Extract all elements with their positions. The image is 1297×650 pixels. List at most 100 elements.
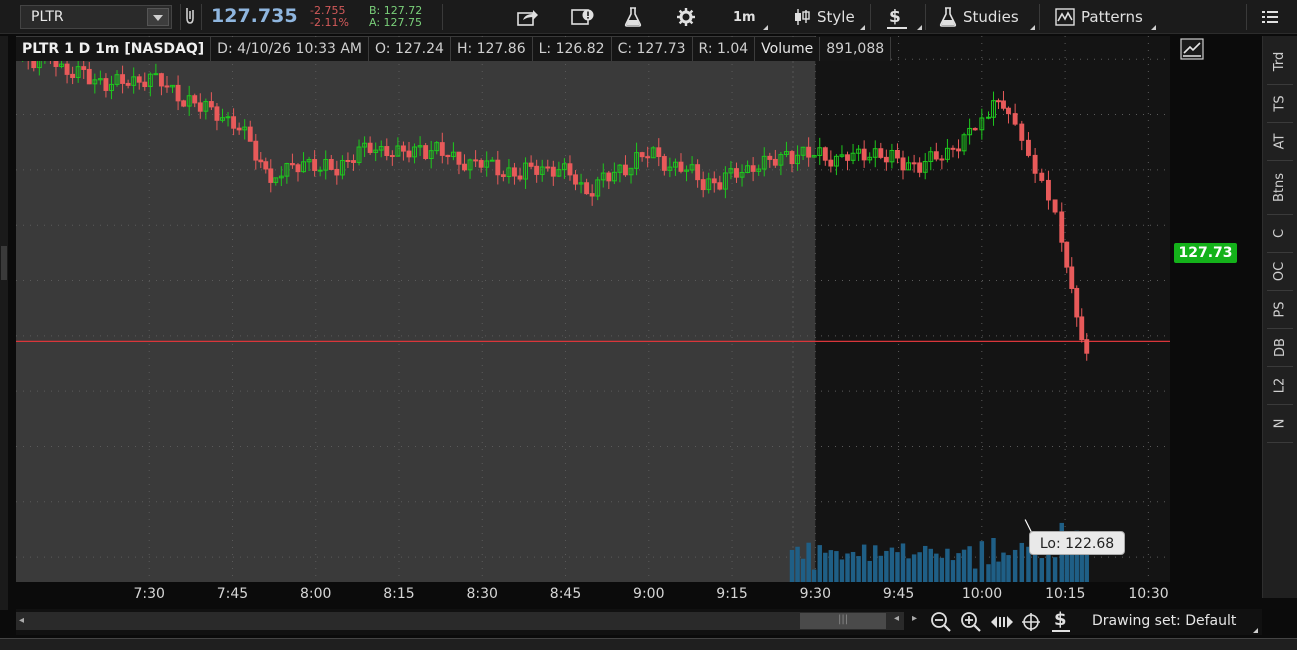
link-icon[interactable] — [184, 7, 196, 27]
candle-down — [711, 178, 717, 184]
time-tick-label: 8:45 — [549, 586, 582, 602]
candle-up — [378, 146, 384, 151]
studies-button[interactable]: Studies — [939, 4, 1019, 30]
candle-down — [81, 66, 87, 70]
symbol-input[interactable]: PLTR — [20, 5, 172, 29]
candle-down — [550, 166, 556, 177]
right-panel-tab-btns[interactable]: Btns — [1263, 164, 1297, 210]
right-panel-tab-label: AT — [1272, 133, 1288, 149]
bar-open: O: 127.24 — [369, 37, 451, 61]
volume-bar — [1074, 530, 1079, 582]
candle-down — [456, 151, 462, 165]
volume-bar — [922, 545, 928, 582]
share-button[interactable] — [517, 4, 539, 30]
drawing-set-corner-icon — [1253, 628, 1258, 633]
candle-down — [208, 101, 214, 108]
patterns-button[interactable]: Patterns — [1055, 4, 1143, 30]
candle-down — [895, 149, 900, 159]
candle-down — [1026, 139, 1031, 156]
right-panel-tab-oc[interactable]: OC — [1263, 256, 1297, 286]
candle-down — [661, 156, 667, 171]
right-panel-tab-l2[interactable]: L2 — [1263, 370, 1297, 400]
candle-down — [53, 59, 59, 67]
volume-bar — [795, 546, 800, 582]
zoom-out-icon[interactable] — [930, 611, 952, 633]
candle-down — [772, 158, 778, 166]
right-panel-tab-db[interactable]: DB — [1263, 332, 1297, 362]
left-collapse-handle[interactable] — [1, 246, 7, 280]
candle-down — [972, 127, 978, 131]
volume-bar — [850, 551, 856, 582]
volume-bar — [1046, 533, 1051, 582]
candle-down — [1059, 211, 1065, 243]
candle-down — [606, 172, 612, 182]
candle-down — [1006, 107, 1011, 115]
right-panel-tab-label: N — [1272, 418, 1288, 428]
dollar-underline — [1052, 630, 1070, 632]
menu-button[interactable] — [1262, 4, 1278, 30]
candle-down — [950, 147, 956, 150]
right-panel-tab-label: DB — [1272, 337, 1288, 357]
toolbar-separator — [442, 4, 443, 30]
alert-button[interactable] — [571, 4, 595, 30]
candle-up — [689, 164, 695, 171]
candle-down — [263, 161, 269, 170]
right-panel-divider — [1267, 290, 1293, 291]
candle-up — [739, 172, 745, 178]
volume-bar — [1001, 552, 1006, 582]
window-bottom-edge — [0, 638, 1297, 650]
candle-down — [384, 146, 390, 157]
timeframe-button[interactable]: 1m — [733, 4, 756, 30]
right-panel-tab-at[interactable]: AT — [1263, 126, 1297, 156]
candle-up — [967, 127, 973, 136]
dollar-button[interactable]: $ — [889, 4, 901, 30]
candle-down — [334, 168, 340, 176]
candle-up — [817, 147, 823, 156]
candle-down — [142, 81, 148, 88]
candle-down — [911, 162, 917, 165]
scroll-left-button-icon[interactable]: ◂ — [894, 613, 900, 624]
settings-button[interactable] — [676, 4, 696, 30]
candle-up — [489, 159, 495, 162]
right-panel-tab-ps[interactable]: PS — [1263, 294, 1297, 324]
right-panel-tab-trd[interactable]: Trd — [1263, 42, 1297, 80]
symbol-dropdown-button[interactable] — [147, 8, 169, 26]
drawing-set-selector[interactable]: Drawing set: Default — [1092, 613, 1237, 629]
dollar-corner-icon — [917, 25, 922, 30]
toolbar-separator — [180, 4, 181, 30]
scroll-left-arrow-icon[interactable]: ◂ — [19, 615, 25, 626]
volume-bar — [1064, 540, 1069, 582]
right-panel-tab-c[interactable]: C — [1263, 218, 1297, 248]
candle-up — [412, 146, 417, 158]
pan-horizontal-icon[interactable] — [990, 614, 1014, 630]
last-price-tag: 127.73 — [1174, 243, 1237, 263]
volume-bar — [961, 549, 967, 582]
scroll-thumb[interactable]: ||| — [800, 613, 886, 629]
candle-down — [645, 156, 651, 159]
candle-up — [634, 152, 640, 169]
style-button[interactable]: Style — [793, 4, 855, 30]
scroll-right-button-icon[interactable]: ▸ — [912, 613, 918, 624]
candle-up — [979, 117, 985, 131]
volume-bar — [950, 560, 956, 582]
volume-bar — [917, 552, 922, 582]
dollar-icon: $ — [889, 7, 901, 27]
zoom-in-icon[interactable] — [960, 611, 982, 633]
flask-button[interactable] — [624, 4, 642, 30]
toolbar-separator — [201, 4, 202, 30]
chart-title: PLTR 1 D 1m [NASDAQ] — [16, 37, 212, 61]
right-panel-tab-n[interactable]: N — [1263, 408, 1297, 438]
candle-up — [170, 84, 175, 88]
right-panel-tab-ts[interactable]: TS — [1263, 88, 1297, 118]
candle-down — [400, 145, 406, 152]
horizontal-scrollbar[interactable]: ◂ ||| — [16, 612, 904, 630]
ask-price: A: 127.75 — [369, 16, 423, 29]
expand-chart-icon[interactable] — [1180, 38, 1204, 60]
candle-down — [1074, 287, 1080, 318]
price-chart[interactable]: 131130129128127126125124123122 — [16, 36, 1170, 582]
volume-bar — [817, 545, 822, 582]
price-type-dollar-icon[interactable]: $ — [1054, 609, 1067, 630]
candle-up — [317, 169, 323, 172]
crosshair-icon[interactable] — [1021, 612, 1041, 632]
candle-up — [850, 152, 856, 161]
